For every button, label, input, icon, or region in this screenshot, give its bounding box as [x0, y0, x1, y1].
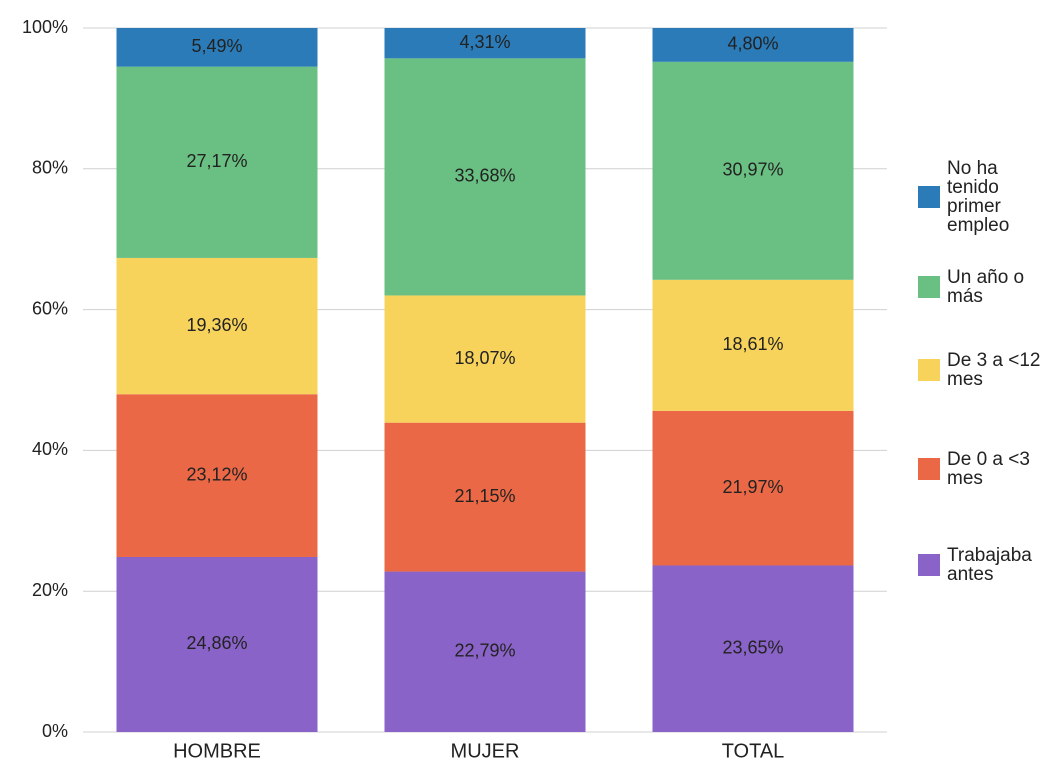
legend-swatch — [918, 554, 940, 576]
bar-segment — [652, 61, 854, 280]
data-label: 24,86% — [186, 633, 247, 653]
data-label: 23,65% — [722, 638, 783, 658]
legend-item: Trabajaba antes — [918, 546, 1047, 584]
data-label: 19,36% — [186, 315, 247, 335]
bar-segment — [116, 394, 318, 557]
data-label: 18,61% — [722, 334, 783, 354]
y-tick-label: 40% — [32, 439, 68, 459]
x-tick-label: HOMBRE — [173, 740, 261, 762]
y-tick-label: 100% — [22, 17, 68, 37]
legend-label: Un año o más — [947, 267, 1025, 307]
bar-segment — [116, 556, 318, 732]
data-label: 23,12% — [186, 464, 247, 484]
data-label: 18,07% — [454, 348, 515, 368]
legend-item: De 3 a <12 mes — [918, 351, 1047, 389]
legend-label: Trabajaba antes — [947, 545, 1032, 585]
data-label: 27,17% — [186, 151, 247, 171]
bar-segment — [116, 66, 318, 258]
x-tick-label: MUJER — [451, 740, 520, 762]
bar-segment — [384, 58, 586, 296]
legend-item: No ha tenido primer empleo — [918, 159, 1047, 235]
x-tick-label: TOTAL — [722, 740, 785, 762]
data-label: 22,79% — [454, 641, 515, 661]
bar-segment — [116, 28, 318, 67]
y-tick-label: 60% — [32, 298, 68, 318]
data-label: 33,68% — [454, 166, 515, 186]
legend-swatch — [918, 276, 940, 298]
bar-segment — [384, 422, 586, 572]
y-tick-label: 80% — [32, 158, 68, 178]
bar-segment — [384, 28, 586, 59]
bar-segment — [652, 410, 854, 566]
data-label: 5,49% — [191, 36, 242, 56]
data-label: 21,15% — [454, 486, 515, 506]
data-label: 4,80% — [727, 34, 778, 54]
data-label: 30,97% — [722, 160, 783, 180]
y-tick-label: 20% — [32, 580, 68, 600]
legend-item: De 0 a <3 mes — [918, 450, 1047, 488]
legend-label: No ha tenido primer empleo — [947, 158, 1010, 236]
legend-swatch — [918, 186, 940, 208]
legend-label: De 0 a <3 mes — [947, 449, 1030, 489]
y-tick-label: 0% — [42, 721, 68, 741]
legend-item: Un año o más — [918, 268, 1047, 306]
bar-segment — [652, 565, 854, 732]
legend-label: De 3 a <12 mes — [947, 350, 1041, 390]
bar-segment — [116, 257, 318, 395]
bar-segment — [652, 28, 854, 62]
legend-swatch — [918, 359, 940, 381]
bar-segment — [384, 295, 586, 423]
bar-segment — [652, 279, 854, 411]
bar-segment — [384, 571, 586, 732]
data-label: 21,97% — [722, 477, 783, 497]
legend-swatch — [918, 458, 940, 480]
data-label: 4,31% — [459, 32, 510, 52]
